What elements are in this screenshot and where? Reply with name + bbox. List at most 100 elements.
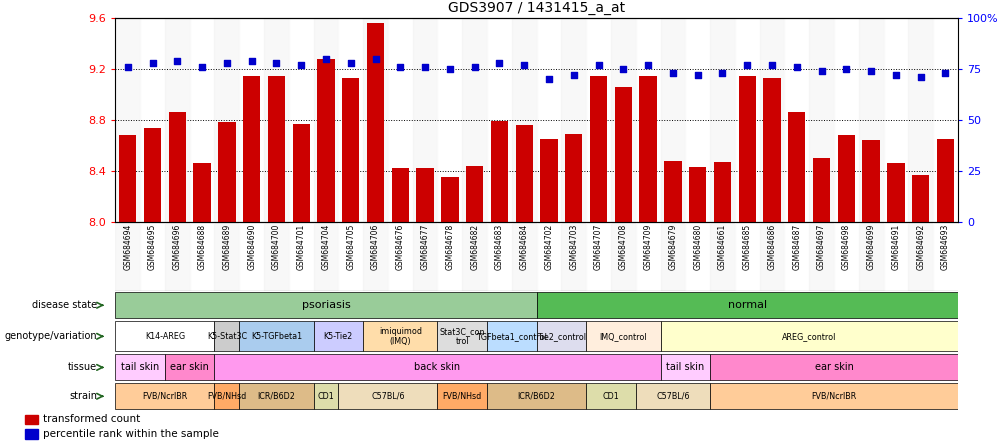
Bar bbox=[168, 112, 185, 222]
Bar bbox=[342, 78, 359, 222]
Text: tissue: tissue bbox=[68, 362, 97, 373]
Point bbox=[442, 65, 458, 72]
Bar bbox=[908, 222, 932, 291]
Text: C57BL/6: C57BL/6 bbox=[371, 392, 404, 401]
Text: TGFbeta1_control: TGFbeta1_control bbox=[476, 332, 547, 341]
Point bbox=[813, 67, 829, 75]
Point bbox=[863, 67, 879, 75]
Text: GSM684706: GSM684706 bbox=[371, 223, 380, 270]
Text: Stat3C_con
trol: Stat3C_con trol bbox=[439, 327, 485, 346]
Text: FVB/NcrIBR: FVB/NcrIBR bbox=[142, 392, 187, 401]
Bar bbox=[663, 161, 681, 222]
Bar bbox=[115, 222, 140, 291]
Text: GSM684705: GSM684705 bbox=[346, 223, 355, 270]
Text: C57BL/6: C57BL/6 bbox=[655, 392, 689, 401]
Bar bbox=[487, 222, 511, 291]
Bar bbox=[239, 222, 264, 291]
Bar bbox=[314, 383, 338, 409]
Bar bbox=[242, 76, 261, 222]
Bar bbox=[115, 354, 164, 381]
Bar bbox=[511, 18, 536, 222]
Text: GSM684709: GSM684709 bbox=[643, 223, 652, 270]
Point bbox=[491, 59, 507, 66]
Text: GSM684702: GSM684702 bbox=[544, 223, 553, 270]
Bar bbox=[540, 139, 557, 222]
Bar bbox=[709, 383, 957, 409]
Text: GSM684698: GSM684698 bbox=[841, 223, 850, 270]
Text: percentile rank within the sample: percentile rank within the sample bbox=[42, 429, 218, 439]
Bar bbox=[536, 292, 957, 318]
Bar bbox=[635, 383, 709, 409]
Text: GSM684696: GSM684696 bbox=[172, 223, 181, 270]
Text: normal: normal bbox=[726, 300, 767, 310]
Text: CD1: CD1 bbox=[318, 392, 334, 401]
Bar bbox=[289, 222, 314, 291]
Bar bbox=[883, 222, 908, 291]
Point bbox=[516, 61, 532, 68]
Bar bbox=[932, 18, 957, 222]
Bar bbox=[763, 78, 780, 222]
Bar bbox=[635, 222, 660, 291]
Bar bbox=[585, 321, 660, 351]
Text: Tie2_control: Tie2_control bbox=[536, 332, 585, 341]
Text: GSM684693: GSM684693 bbox=[940, 223, 949, 270]
Point bbox=[838, 65, 854, 72]
Bar bbox=[737, 76, 756, 222]
Text: GSM684700: GSM684700 bbox=[272, 223, 281, 270]
Bar bbox=[759, 18, 784, 222]
Point bbox=[243, 57, 260, 64]
Bar bbox=[585, 18, 610, 222]
Text: GSM684682: GSM684682 bbox=[470, 223, 479, 270]
Text: tail skin: tail skin bbox=[665, 362, 703, 373]
Text: GSM684695: GSM684695 bbox=[148, 223, 157, 270]
Bar bbox=[338, 383, 437, 409]
Bar bbox=[437, 383, 487, 409]
Text: ear skin: ear skin bbox=[170, 362, 208, 373]
Bar bbox=[515, 125, 532, 222]
Bar bbox=[25, 429, 38, 439]
Bar bbox=[115, 292, 536, 318]
Bar bbox=[635, 18, 660, 222]
Text: GSM684684: GSM684684 bbox=[519, 223, 528, 270]
Bar bbox=[487, 18, 511, 222]
Text: GSM684699: GSM684699 bbox=[866, 223, 875, 270]
Bar bbox=[487, 321, 536, 351]
Text: GSM684687: GSM684687 bbox=[792, 223, 801, 270]
Point bbox=[169, 57, 185, 64]
Bar bbox=[561, 222, 585, 291]
Bar bbox=[536, 18, 561, 222]
Bar bbox=[214, 354, 660, 381]
Text: GSM684680: GSM684680 bbox=[692, 223, 701, 270]
Bar bbox=[812, 158, 830, 222]
Bar bbox=[363, 222, 388, 291]
Text: GSM684676: GSM684676 bbox=[396, 223, 405, 270]
Point bbox=[343, 59, 359, 66]
Bar bbox=[140, 222, 164, 291]
Bar bbox=[466, 166, 483, 222]
Bar bbox=[437, 18, 462, 222]
Bar bbox=[214, 383, 239, 409]
Bar bbox=[25, 415, 38, 424]
Bar bbox=[759, 222, 784, 291]
Bar bbox=[441, 177, 458, 222]
Bar bbox=[660, 321, 957, 351]
Text: ear skin: ear skin bbox=[814, 362, 853, 373]
Bar bbox=[416, 168, 433, 222]
Bar bbox=[833, 18, 858, 222]
Bar bbox=[784, 222, 809, 291]
Bar bbox=[189, 18, 214, 222]
Bar bbox=[511, 222, 536, 291]
Point bbox=[664, 69, 680, 76]
Bar bbox=[734, 222, 759, 291]
Text: CD1: CD1 bbox=[602, 392, 618, 401]
Bar bbox=[314, 18, 338, 222]
Bar bbox=[214, 18, 239, 222]
Bar bbox=[837, 135, 854, 222]
Bar bbox=[709, 354, 957, 381]
Text: GSM684690: GSM684690 bbox=[246, 223, 256, 270]
Bar bbox=[119, 135, 136, 222]
Text: GSM684689: GSM684689 bbox=[222, 223, 231, 270]
Point bbox=[466, 63, 482, 70]
Bar bbox=[660, 18, 684, 222]
Text: FVB/NcrIBR: FVB/NcrIBR bbox=[811, 392, 856, 401]
